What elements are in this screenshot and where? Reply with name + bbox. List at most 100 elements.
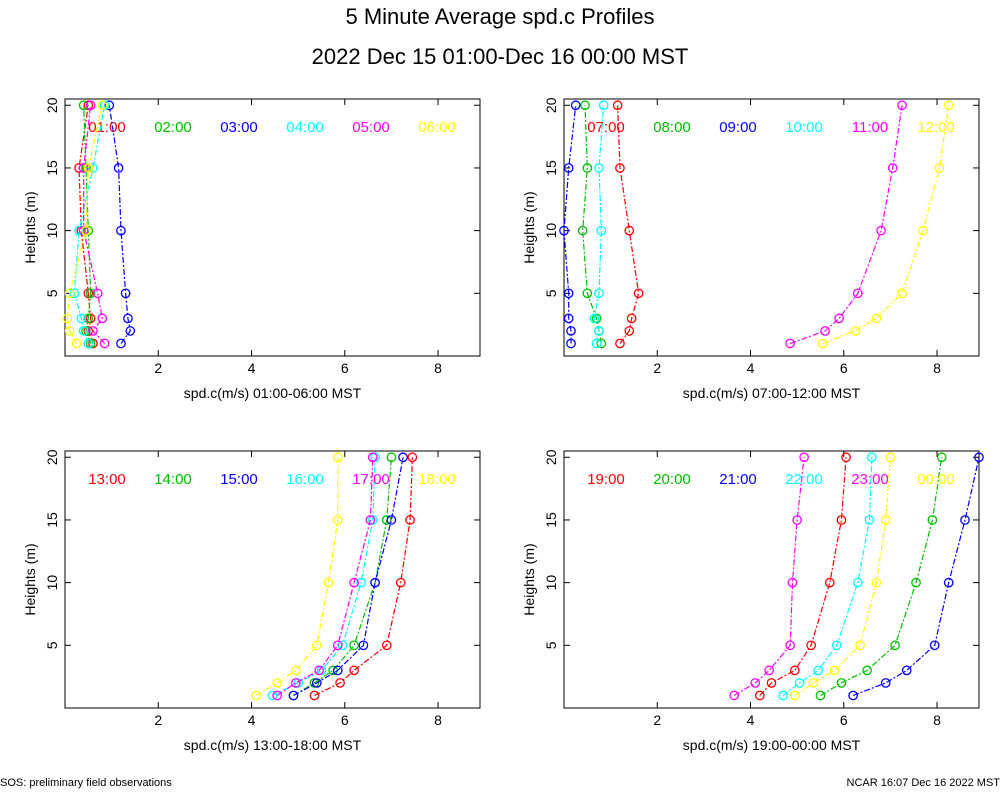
data-point xyxy=(582,163,593,173)
x-tick-label: 2 xyxy=(653,712,661,728)
data-point xyxy=(813,665,823,676)
legend-label: 18:00 xyxy=(418,471,456,488)
data-point xyxy=(594,326,604,336)
data-point xyxy=(612,100,623,111)
x-tick-label: 4 xyxy=(747,712,755,728)
series-1800: 18:00 xyxy=(251,452,456,701)
data-point xyxy=(83,163,94,173)
x-axis-label: spd.c(m/s) 19:00-00:00 MST xyxy=(683,737,861,753)
series-line xyxy=(276,457,374,696)
series-line xyxy=(789,105,903,345)
data-point xyxy=(125,326,136,336)
y-axis-label: Heights (m) xyxy=(521,191,537,263)
data-point xyxy=(591,338,602,349)
data-point xyxy=(633,288,644,299)
data-point xyxy=(799,452,809,463)
page-title: 5 Minute Average spd.c Profiles xyxy=(345,4,655,29)
legend-label: 02:00 xyxy=(154,119,192,136)
data-point xyxy=(251,690,262,701)
data-point xyxy=(890,640,900,651)
data-point xyxy=(85,288,96,299)
series-line xyxy=(272,457,376,697)
y-tick-label: 10 xyxy=(44,223,60,239)
data-point xyxy=(365,515,376,525)
y-tick-label: 5 xyxy=(44,641,60,649)
data-point xyxy=(370,577,380,588)
data-point xyxy=(386,515,397,525)
data-point xyxy=(116,225,126,236)
data-point xyxy=(750,678,761,688)
data-point xyxy=(729,690,740,701)
x-tick-label: 8 xyxy=(933,712,941,728)
legend-label: 15:00 xyxy=(220,471,258,488)
series-1600: 16:00 xyxy=(267,452,380,701)
data-point xyxy=(792,515,802,525)
x-tick-label: 6 xyxy=(840,360,848,376)
data-point xyxy=(314,665,324,676)
data-point xyxy=(78,100,89,111)
series-line xyxy=(314,457,413,697)
data-point xyxy=(104,100,115,111)
data-point xyxy=(288,690,299,701)
data-point xyxy=(594,288,604,299)
x-tick-label: 2 xyxy=(154,360,162,376)
data-point xyxy=(918,225,928,236)
x-axis-label: spd.c(m/s) 13:00-18:00 MST xyxy=(184,737,362,753)
legend-label: 20:00 xyxy=(653,471,691,488)
data-point xyxy=(358,640,369,651)
data-point xyxy=(92,288,103,299)
data-point xyxy=(381,640,392,651)
data-point xyxy=(398,452,408,463)
page-subtitle: 2022 Dec 15 01:00-Dec 16 00:00 MST xyxy=(311,44,689,69)
data-point xyxy=(766,678,777,688)
series-line xyxy=(593,105,605,344)
data-point xyxy=(97,313,108,324)
data-point xyxy=(864,515,875,525)
legend-label: 01:00 xyxy=(88,119,126,136)
series-line xyxy=(820,457,943,697)
legend-label: 08:00 xyxy=(653,119,691,136)
legend-label: 14:00 xyxy=(154,471,192,488)
data-point xyxy=(78,163,89,173)
data-point xyxy=(594,163,604,173)
legend-label: 17:00 xyxy=(352,471,390,488)
data-point xyxy=(789,690,800,701)
data-point xyxy=(81,225,91,236)
y-tick-label: 10 xyxy=(543,223,559,239)
data-point xyxy=(272,690,283,701)
series-0400: 04:00 xyxy=(69,100,324,349)
data-point xyxy=(831,640,842,651)
chart-panel-3: 2 4 6 8 5 10 15 20 spd.c(m/s) 13:00-18:00 MST Hei… xyxy=(22,449,481,753)
series-0500: 05:00 xyxy=(78,100,390,349)
data-point xyxy=(367,452,378,463)
data-point xyxy=(267,690,278,701)
data-point xyxy=(113,163,124,173)
data-point xyxy=(885,452,896,463)
data-point xyxy=(820,326,830,336)
data-point xyxy=(841,452,851,463)
data-point xyxy=(789,665,800,676)
data-point xyxy=(311,640,322,651)
data-point xyxy=(116,338,126,349)
y-tick-label: 15 xyxy=(543,512,559,528)
data-point xyxy=(785,640,796,651)
data-point xyxy=(559,225,569,236)
y-tick-label: 20 xyxy=(44,449,60,465)
series-2000: 20:00 xyxy=(653,452,947,701)
series-line xyxy=(852,457,980,697)
data-point xyxy=(62,313,73,324)
data-point xyxy=(754,690,765,701)
series-line xyxy=(582,105,602,344)
y-tick-label: 15 xyxy=(44,160,60,176)
footer-timestamp: NCAR 16:07 Dec 16 2022 MST xyxy=(846,777,1000,789)
data-point xyxy=(624,225,635,236)
legend-label: 03:00 xyxy=(220,119,258,136)
data-point xyxy=(836,678,847,688)
data-point xyxy=(887,163,898,173)
series-0700: 07:00 xyxy=(587,100,644,349)
legend-label: 13:00 xyxy=(88,471,126,488)
legend-label: 04:00 xyxy=(286,119,324,136)
y-axis-label: Heights (m) xyxy=(22,543,38,615)
legend-label: 19:00 xyxy=(587,471,625,488)
